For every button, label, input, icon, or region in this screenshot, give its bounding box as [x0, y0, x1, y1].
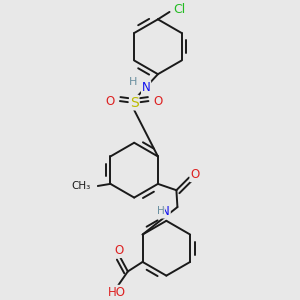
Text: Cl: Cl — [173, 3, 185, 16]
Text: N: N — [142, 81, 150, 94]
Text: CH₃: CH₃ — [71, 181, 90, 191]
Text: O: O — [105, 95, 115, 108]
Text: O: O — [154, 95, 163, 108]
Text: H: H — [129, 77, 138, 87]
Text: HO: HO — [108, 286, 126, 298]
Text: O: O — [115, 244, 124, 257]
Text: H: H — [157, 206, 164, 216]
Text: S: S — [130, 96, 139, 110]
Text: O: O — [190, 168, 200, 182]
Text: N: N — [161, 205, 170, 218]
